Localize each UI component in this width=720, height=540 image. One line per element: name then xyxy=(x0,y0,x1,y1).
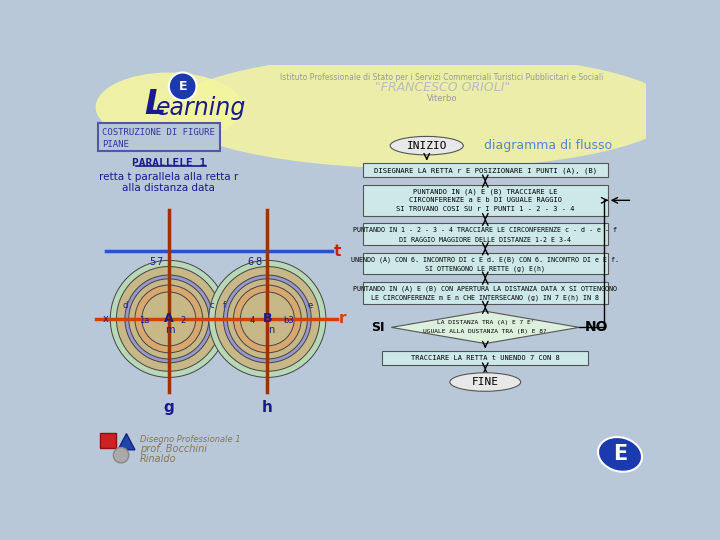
Circle shape xyxy=(129,279,209,359)
Text: Disegno Professionale 1: Disegno Professionale 1 xyxy=(140,435,240,443)
Ellipse shape xyxy=(96,72,242,142)
Circle shape xyxy=(233,285,301,353)
Text: E: E xyxy=(179,80,187,93)
FancyBboxPatch shape xyxy=(363,185,608,215)
Text: retta t parallela alla retta r: retta t parallela alla retta r xyxy=(99,172,238,182)
Circle shape xyxy=(125,275,212,363)
Circle shape xyxy=(240,292,294,346)
Text: Rinaldo: Rinaldo xyxy=(140,454,176,464)
FancyBboxPatch shape xyxy=(363,224,608,245)
Text: prof. Bocchini: prof. Bocchini xyxy=(140,444,207,454)
Text: m: m xyxy=(166,326,175,335)
Text: diagramma di flusso: diagramma di flusso xyxy=(485,139,613,152)
Text: PUNTANDO IN (A) E (B) TRACCIARE LE: PUNTANDO IN (A) E (B) TRACCIARE LE xyxy=(413,188,557,195)
Text: f: f xyxy=(222,301,226,309)
Text: LA DISTANZA TRA (A) E 7 E': LA DISTANZA TRA (A) E 7 E' xyxy=(436,320,534,325)
FancyBboxPatch shape xyxy=(99,433,117,448)
Circle shape xyxy=(142,292,196,346)
Circle shape xyxy=(223,275,311,363)
Text: "FRANCESCO ORIOLI": "FRANCESCO ORIOLI" xyxy=(374,82,510,94)
Text: PUNTANDO IN 1 - 2 - 3 - 4 TRACCIARE LE CIRCONFERENZE c - d - e - f: PUNTANDO IN 1 - 2 - 3 - 4 TRACCIARE LE C… xyxy=(354,227,617,233)
Text: LE CIRCONFERENZE m E n CHE INTERSECANO (g) IN 7 E(h) IN 8: LE CIRCONFERENZE m E n CHE INTERSECANO (… xyxy=(372,295,599,301)
Circle shape xyxy=(110,260,228,377)
Ellipse shape xyxy=(598,437,642,472)
Text: g: g xyxy=(163,400,174,415)
Polygon shape xyxy=(392,311,579,343)
Ellipse shape xyxy=(450,373,521,392)
Text: INIZIO: INIZIO xyxy=(407,140,447,151)
FancyBboxPatch shape xyxy=(363,253,608,274)
Circle shape xyxy=(228,279,307,359)
Circle shape xyxy=(215,267,320,372)
Text: SI: SI xyxy=(371,321,384,334)
Text: 6: 6 xyxy=(248,257,253,267)
Circle shape xyxy=(209,260,326,377)
Text: x: x xyxy=(103,314,109,324)
Text: h: h xyxy=(262,400,273,415)
FancyBboxPatch shape xyxy=(98,123,220,151)
Text: NO: NO xyxy=(585,320,608,334)
FancyBboxPatch shape xyxy=(382,351,588,365)
Text: B: B xyxy=(263,313,272,326)
Text: Viterbo: Viterbo xyxy=(427,94,457,103)
Text: SI TROVANO COSI SU r I PUNTI 1 - 2 - 3 - 4: SI TROVANO COSI SU r I PUNTI 1 - 2 - 3 -… xyxy=(396,206,575,212)
Text: A: A xyxy=(164,313,174,326)
Text: TRACCIARE LA RETTA t UNENDO 7 CON 8: TRACCIARE LA RETTA t UNENDO 7 CON 8 xyxy=(411,355,559,361)
Text: 7: 7 xyxy=(156,257,163,267)
FancyBboxPatch shape xyxy=(363,164,608,177)
Text: b3: b3 xyxy=(284,316,294,325)
Text: DI RAGGIO MAGGIORE DELLE DISTANZE 1-2 E 3-4: DI RAGGIO MAGGIORE DELLE DISTANZE 1-2 E … xyxy=(400,237,571,242)
Text: PARALLELE 1: PARALLELE 1 xyxy=(132,158,206,167)
Text: r: r xyxy=(339,312,346,326)
Text: UGUALE ALLA DUSTANZA TRA (B) E 8?: UGUALE ALLA DUSTANZA TRA (B) E 8? xyxy=(423,329,547,334)
Text: d: d xyxy=(123,301,128,309)
Text: e: e xyxy=(308,301,313,309)
Ellipse shape xyxy=(390,137,464,155)
Text: SI OTTENGONO LE RETTE (g) E(h): SI OTTENGONO LE RETTE (g) E(h) xyxy=(426,266,545,272)
Text: n: n xyxy=(268,326,274,335)
Text: c: c xyxy=(210,301,215,309)
Text: UNENDO (A) CON 6. INCONTRO DI c E d. E(B) CON 6. INCONTRO DI e E f.: UNENDO (A) CON 6. INCONTRO DI c E d. E(B… xyxy=(351,256,619,263)
Polygon shape xyxy=(118,434,135,450)
Text: 4: 4 xyxy=(249,316,255,325)
Text: 5: 5 xyxy=(149,257,155,267)
FancyBboxPatch shape xyxy=(363,282,608,303)
Text: 8: 8 xyxy=(255,257,261,267)
Circle shape xyxy=(135,285,203,353)
Text: t: t xyxy=(333,244,341,259)
Text: CIRCONFERENZE a E b DI UGUALE RAGGIO: CIRCONFERENZE a E b DI UGUALE RAGGIO xyxy=(409,197,562,204)
Text: L: L xyxy=(144,89,166,122)
Text: E: E xyxy=(613,444,627,464)
Circle shape xyxy=(117,267,221,372)
Ellipse shape xyxy=(168,53,677,168)
Text: FINE: FINE xyxy=(472,377,499,387)
Circle shape xyxy=(113,448,129,463)
Text: 2: 2 xyxy=(180,316,185,325)
Circle shape xyxy=(168,72,197,100)
Text: COSTRUZIONE DI FIGURE: COSTRUZIONE DI FIGURE xyxy=(102,128,215,137)
Text: alla distanza data: alla distanza data xyxy=(122,183,215,193)
Text: Istituto Professionale di Stato per i Servizi Commerciali Turistici Pubblicitari: Istituto Professionale di Stato per i Se… xyxy=(281,72,604,82)
Text: DISEGNARE LA RETTA r E POSIZIONARE I PUNTI (A), (B): DISEGNARE LA RETTA r E POSIZIONARE I PUN… xyxy=(374,167,597,173)
Text: earning: earning xyxy=(156,96,246,120)
Text: PUNTANDO IN (A) E (B) CON APERTURA LA DISTANZA DATA X SI OTTENGONO: PUNTANDO IN (A) E (B) CON APERTURA LA DI… xyxy=(354,286,617,292)
Text: PIANE: PIANE xyxy=(102,140,129,149)
Text: 1a: 1a xyxy=(139,316,149,325)
